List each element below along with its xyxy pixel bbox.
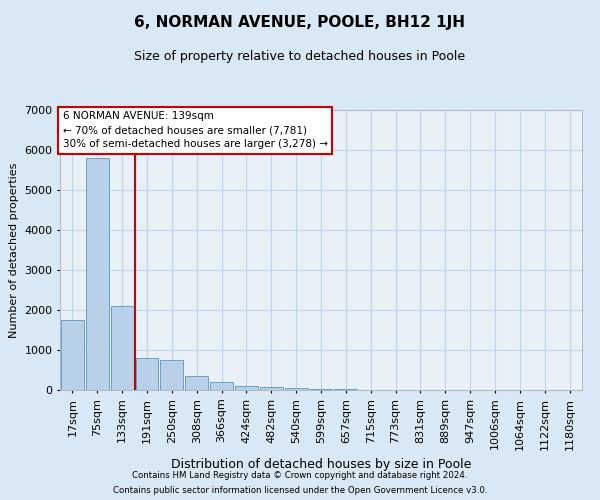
Bar: [111, 306, 134, 390]
Bar: [235, 386, 258, 390]
Bar: [61, 320, 84, 390]
Bar: [310, 389, 332, 390]
Bar: [260, 387, 283, 390]
Y-axis label: Number of detached properties: Number of detached properties: [8, 162, 19, 338]
Bar: [136, 358, 158, 390]
Text: Size of property relative to detached houses in Poole: Size of property relative to detached ho…: [134, 50, 466, 63]
Bar: [185, 376, 208, 390]
Bar: [285, 388, 308, 390]
Text: 6 NORMAN AVENUE: 139sqm
← 70% of detached houses are smaller (7,781)
30% of semi: 6 NORMAN AVENUE: 139sqm ← 70% of detache…: [62, 112, 328, 150]
Bar: [86, 158, 109, 390]
Bar: [210, 382, 233, 390]
Text: Contains public sector information licensed under the Open Government Licence v3: Contains public sector information licen…: [113, 486, 487, 495]
Bar: [160, 360, 183, 390]
Text: Contains HM Land Registry data © Crown copyright and database right 2024.: Contains HM Land Registry data © Crown c…: [132, 471, 468, 480]
X-axis label: Distribution of detached houses by size in Poole: Distribution of detached houses by size …: [171, 458, 471, 471]
Text: 6, NORMAN AVENUE, POOLE, BH12 1JH: 6, NORMAN AVENUE, POOLE, BH12 1JH: [134, 15, 466, 30]
